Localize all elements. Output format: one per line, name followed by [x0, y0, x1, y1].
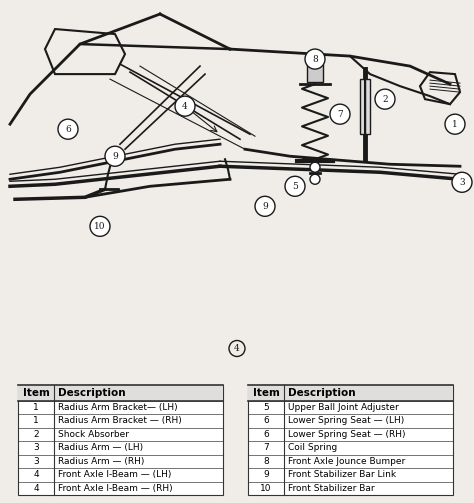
- Text: 10: 10: [260, 484, 272, 493]
- Bar: [360, 79, 370, 134]
- Circle shape: [90, 216, 110, 236]
- Bar: [248, 384, 453, 400]
- Text: Front Stabilizer Bar: Front Stabilizer Bar: [288, 484, 374, 493]
- Circle shape: [175, 96, 195, 116]
- Text: 5: 5: [292, 182, 298, 191]
- Text: 2: 2: [382, 95, 388, 104]
- Text: 1: 1: [33, 403, 39, 412]
- Text: Radius Arm — (RH): Radius Arm — (RH): [58, 457, 145, 466]
- Circle shape: [445, 114, 465, 134]
- Text: 3: 3: [33, 457, 39, 466]
- Text: 1: 1: [452, 120, 458, 129]
- Text: 6: 6: [263, 430, 269, 439]
- Circle shape: [105, 146, 125, 166]
- Text: 2: 2: [33, 430, 39, 439]
- Text: Upper Ball Joint Adjuster: Upper Ball Joint Adjuster: [288, 403, 399, 412]
- Text: 7: 7: [337, 110, 343, 119]
- Text: Radius Arm Bracket — (RH): Radius Arm Bracket — (RH): [58, 416, 182, 425]
- Text: Front Stabilizer Bar Link: Front Stabilizer Bar Link: [288, 470, 396, 479]
- Text: Front Axle Jounce Bumper: Front Axle Jounce Bumper: [288, 457, 405, 466]
- Circle shape: [375, 89, 395, 109]
- Text: 7: 7: [263, 443, 269, 452]
- Text: 5: 5: [263, 403, 269, 412]
- Text: 8: 8: [263, 457, 269, 466]
- Text: 10: 10: [94, 222, 106, 231]
- Text: Shock Absorber: Shock Absorber: [58, 430, 129, 439]
- Bar: [248, 384, 453, 495]
- Circle shape: [452, 172, 472, 192]
- Text: Lower Spring Seat — (RH): Lower Spring Seat — (RH): [288, 430, 405, 439]
- Text: 4: 4: [234, 344, 240, 353]
- Circle shape: [310, 174, 320, 184]
- Text: Coil Spring: Coil Spring: [288, 443, 337, 452]
- Text: 3: 3: [33, 443, 39, 452]
- Bar: [307, 64, 323, 82]
- Circle shape: [310, 162, 320, 172]
- Circle shape: [285, 176, 305, 196]
- Text: 4: 4: [33, 470, 39, 479]
- Text: 8: 8: [312, 55, 318, 63]
- Text: 3: 3: [459, 178, 465, 187]
- Circle shape: [255, 196, 275, 216]
- Circle shape: [330, 104, 350, 124]
- Bar: [18, 384, 223, 400]
- Circle shape: [305, 49, 325, 69]
- Text: Lower Spring Seat — (LH): Lower Spring Seat — (LH): [288, 416, 404, 425]
- Text: Front Axle I-Beam — (LH): Front Axle I-Beam — (LH): [58, 470, 172, 479]
- Text: 9: 9: [112, 152, 118, 161]
- Text: Item: Item: [253, 387, 280, 397]
- Circle shape: [229, 341, 245, 357]
- Text: 4: 4: [33, 484, 39, 493]
- Circle shape: [58, 119, 78, 139]
- Text: 6: 6: [65, 125, 71, 134]
- Text: Radius Arm — (LH): Radius Arm — (LH): [58, 443, 143, 452]
- Text: Front Axle I-Beam — (RH): Front Axle I-Beam — (RH): [58, 484, 173, 493]
- Text: 6: 6: [263, 416, 269, 425]
- Text: Description: Description: [288, 387, 356, 397]
- Bar: [18, 384, 223, 495]
- Text: Item: Item: [23, 387, 49, 397]
- Text: 4: 4: [182, 102, 188, 111]
- Text: Radius Arm Bracket— (LH): Radius Arm Bracket— (LH): [58, 403, 178, 412]
- Text: 1: 1: [33, 416, 39, 425]
- Text: 9: 9: [263, 470, 269, 479]
- Text: 9: 9: [262, 202, 268, 211]
- Text: Description: Description: [58, 387, 126, 397]
